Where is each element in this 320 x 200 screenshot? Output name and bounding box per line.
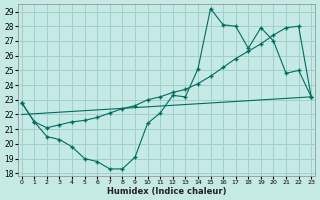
X-axis label: Humidex (Indice chaleur): Humidex (Indice chaleur)	[107, 187, 226, 196]
